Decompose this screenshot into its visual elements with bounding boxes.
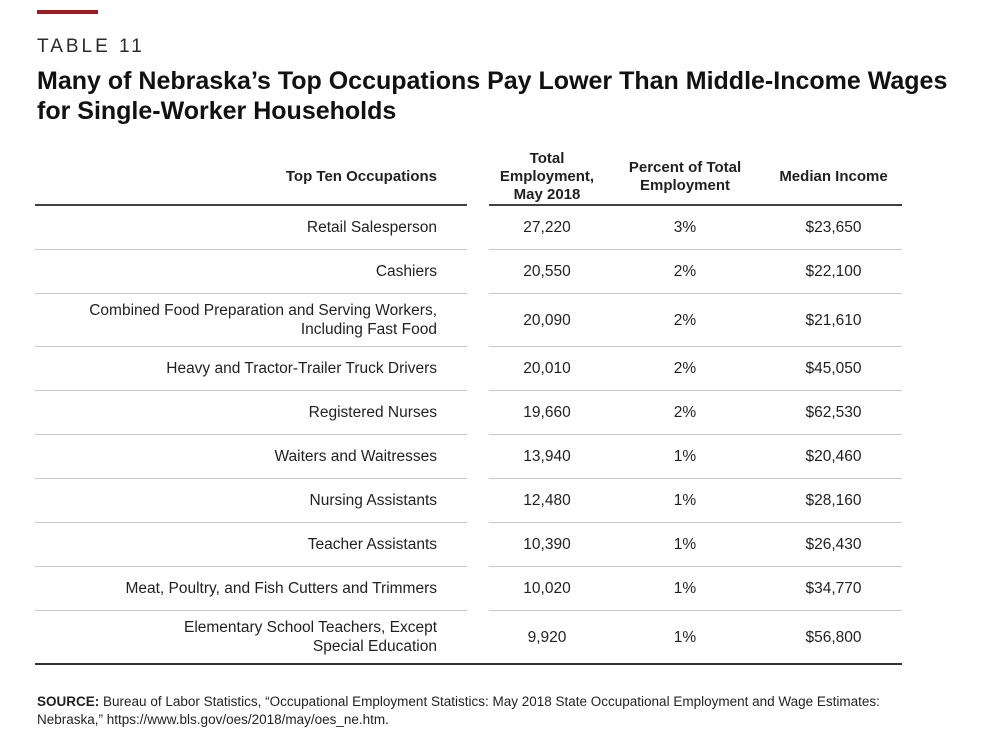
income-cell: $34,770: [805, 580, 862, 597]
header-percent-employment: Percent of Total Employment: [628, 159, 742, 194]
value-group: 10,390 1% $26,430: [489, 523, 902, 567]
income-cell: $23,650: [805, 219, 862, 236]
table-row: Retail Salesperson 27,220 3% $23,650: [35, 206, 902, 250]
employment-cell: 19,660: [523, 404, 571, 421]
table-row: Waiters and Waitresses 13,940 1% $20,460: [35, 435, 902, 479]
value-group: 13,940 1% $20,460: [489, 435, 902, 479]
percent-cell: 1%: [673, 448, 697, 465]
employment-cell: 20,010: [523, 360, 571, 377]
column-gap: [467, 150, 489, 206]
percent-cell: 2%: [673, 404, 697, 421]
percent-cell: 2%: [673, 263, 697, 280]
column-gap: [467, 250, 489, 294]
column-gap: [467, 347, 489, 391]
occupation-cell: Cashiers: [35, 250, 467, 294]
employment-cell: 12,480: [523, 492, 571, 509]
income-cell: $28,160: [805, 492, 862, 509]
page-title-line1: Many of Nebraska’s Top Occupations Pay L…: [37, 67, 948, 95]
value-group: 9,920 1% $56,800: [489, 611, 902, 663]
source-note: SOURCE: Bureau of Labor Statistics, “Occ…: [37, 693, 937, 728]
occupations-table: Top Ten Occupations Total Employment, Ma…: [35, 150, 902, 665]
employment-cell: 20,090: [523, 311, 571, 329]
occupation-cell: Nursing Assistants: [35, 479, 467, 523]
percent-cell: 2%: [673, 360, 697, 377]
employment-cell: 9,920: [527, 628, 567, 646]
income-cell: $45,050: [805, 360, 862, 377]
occupation-cell: Teacher Assistants: [35, 523, 467, 567]
value-group: 10,020 1% $34,770: [489, 567, 902, 611]
income-cell: $21,610: [805, 311, 862, 329]
occupation-cell: Retail Salesperson: [35, 206, 467, 250]
header-value-group: Total Employment, May 2018 Percent of To…: [489, 150, 902, 206]
header-total-employment: Total Employment, May 2018: [499, 150, 595, 203]
income-cell: $22,100: [805, 263, 862, 280]
table-header-row: Top Ten Occupations Total Employment, Ma…: [35, 150, 902, 206]
column-gap: [467, 479, 489, 523]
employment-cell: 27,220: [523, 219, 571, 236]
page-title-line2: for Single-Worker Households: [37, 97, 397, 125]
income-cell: $20,460: [805, 448, 862, 465]
table-number-kicker: TABLE 11: [37, 36, 145, 57]
employment-cell: 20,550: [523, 263, 571, 280]
occupation-cell: Combined Food Preparation and Serving Wo…: [35, 294, 467, 347]
column-gap: [467, 391, 489, 435]
employment-cell: 10,020: [523, 580, 571, 597]
value-group: 27,220 3% $23,650: [489, 206, 902, 250]
percent-cell: 1%: [673, 628, 697, 646]
percent-cell: 1%: [673, 580, 697, 597]
percent-cell: 2%: [673, 311, 697, 329]
percent-cell: 1%: [673, 536, 697, 553]
occupation-cell: Meat, Poultry, and Fish Cutters and Trim…: [35, 567, 467, 611]
table-row: Combined Food Preparation and Serving Wo…: [35, 294, 902, 347]
header-median-income: Median Income: [779, 168, 888, 185]
table-row: Meat, Poultry, and Fish Cutters and Trim…: [35, 567, 902, 611]
accent-rule: [37, 10, 98, 14]
employment-cell: 10,390: [523, 536, 571, 553]
header-occupations: Top Ten Occupations: [35, 150, 467, 206]
percent-cell: 3%: [673, 219, 697, 236]
percent-cell: 1%: [673, 492, 697, 509]
source-line2: Nebraska,” https://www.bls.gov/oes/2018/…: [37, 711, 389, 727]
column-gap: [467, 435, 489, 479]
value-group: 19,660 2% $62,530: [489, 391, 902, 435]
employment-cell: 13,940: [523, 448, 571, 465]
occupation-cell: Registered Nurses: [35, 391, 467, 435]
occupation-cell: Elementary School Teachers, Except Speci…: [183, 619, 437, 655]
column-gap: [467, 206, 489, 250]
column-gap: [467, 611, 489, 663]
table-row: Heavy and Tractor-Trailer Truck Drivers …: [35, 347, 902, 391]
source-label: SOURCE:: [37, 694, 100, 709]
table-row: Elementary School Teachers, Except Speci…: [35, 611, 902, 665]
column-gap: [467, 567, 489, 611]
occupation-cell: Waiters and Waitresses: [35, 435, 467, 479]
table-row: Registered Nurses 19,660 2% $62,530: [35, 391, 902, 435]
value-group: 20,550 2% $22,100: [489, 250, 902, 294]
occupation-cell: Heavy and Tractor-Trailer Truck Drivers: [35, 347, 467, 391]
source-line1: Bureau of Labor Statistics, “Occupationa…: [103, 694, 880, 709]
value-group: 20,090 2% $21,610: [489, 294, 902, 347]
income-cell: $26,430: [805, 536, 862, 553]
column-gap: [467, 294, 489, 347]
income-cell: $56,800: [805, 628, 862, 646]
column-gap: [467, 523, 489, 567]
income-cell: $62,530: [805, 404, 862, 421]
table-row: Cashiers 20,550 2% $22,100: [35, 250, 902, 294]
table-row: Nursing Assistants 12,480 1% $28,160: [35, 479, 902, 523]
table-row: Teacher Assistants 10,390 1% $26,430: [35, 523, 902, 567]
value-group: 20,010 2% $45,050: [489, 347, 902, 391]
value-group: 12,480 1% $28,160: [489, 479, 902, 523]
page-title: Many of Nebraska’s Top Occupations Pay L…: [37, 66, 963, 126]
